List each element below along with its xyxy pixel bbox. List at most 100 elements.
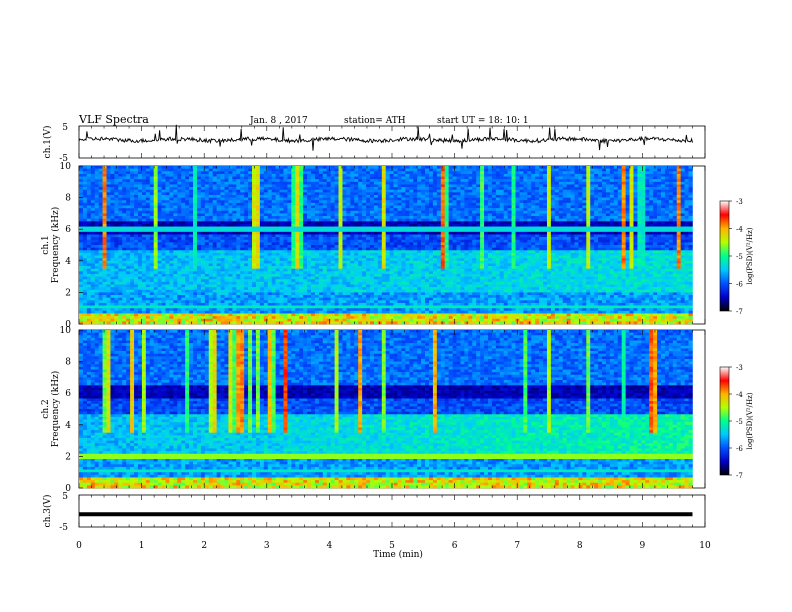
spectrogram-cell	[295, 279, 299, 282]
spectrogram-cell	[193, 258, 197, 261]
spectrogram-cell	[260, 263, 264, 266]
spectrogram-cell	[232, 292, 236, 295]
spectrogram-cell	[260, 290, 264, 293]
spectrogram-cell	[225, 221, 229, 224]
spectrogram-cell	[228, 290, 232, 293]
spectrogram-cell	[299, 313, 303, 316]
spectrogram-cell	[346, 298, 350, 301]
spectrogram-cell	[91, 219, 95, 222]
spectrogram-cell	[366, 224, 370, 227]
spectrogram-cell	[268, 298, 272, 301]
spectrogram-cell	[118, 271, 122, 274]
spectrogram-cell	[252, 274, 256, 277]
spectrogram-cell	[319, 266, 323, 269]
spectrogram-cell	[99, 213, 103, 216]
spectrogram-cell	[87, 300, 91, 303]
spectrogram-cell	[99, 229, 103, 232]
spectrogram-cell	[118, 253, 122, 256]
spectrogram-cell	[295, 182, 299, 185]
spectrogram-cell	[103, 182, 107, 185]
spectrogram-cell	[79, 234, 83, 237]
spectrogram-cell	[327, 234, 331, 237]
spectrogram-cell	[217, 250, 221, 253]
spectrogram-cell	[103, 250, 107, 253]
spectrogram-cell	[181, 203, 185, 206]
spectrogram-cell	[295, 211, 299, 214]
spectrogram-cell	[217, 263, 221, 266]
spectrogram-cell	[307, 269, 311, 272]
spectrogram-cell	[181, 308, 185, 311]
spectrogram-cell	[370, 206, 374, 209]
spectrogram-cell	[221, 279, 225, 282]
spectrogram-cell	[358, 250, 362, 253]
spectrogram-cell	[83, 216, 87, 219]
spectrogram-cell	[236, 308, 240, 311]
spectrogram-cell	[169, 303, 173, 306]
spectrogram-cell	[142, 203, 146, 206]
spectrogram-cell	[350, 184, 354, 187]
spectrogram-cell	[378, 190, 382, 193]
spectrogram-cell	[118, 248, 122, 251]
spectrogram-cell	[366, 316, 370, 319]
spectrogram-cell	[323, 242, 327, 245]
spectrogram-cell	[114, 192, 118, 195]
spectrogram-cell	[193, 295, 197, 298]
spectrogram-cell	[264, 253, 268, 256]
spectrogram-cell	[354, 290, 358, 293]
spectrogram-cell	[181, 219, 185, 222]
spectrogram-cell	[346, 300, 350, 303]
spectrogram-cell	[91, 303, 95, 306]
spectrogram-cell	[169, 274, 173, 277]
spectrogram-cell	[213, 266, 217, 269]
spectrogram-cell	[201, 306, 205, 309]
spectrogram-cell	[342, 263, 346, 266]
spectrogram-cell	[158, 303, 162, 306]
spectrogram-cell	[366, 237, 370, 240]
spectrogram-cell	[366, 303, 370, 306]
spectrogram-cell	[213, 190, 217, 193]
spectrogram-cell	[327, 274, 331, 277]
spectrogram-cell	[158, 203, 162, 206]
spectrogram-cell	[213, 179, 217, 182]
spectrogram-cell	[272, 300, 276, 303]
spectrogram-cell	[122, 211, 126, 214]
spectrogram-cell	[130, 174, 134, 177]
spectrogram-cell	[354, 208, 358, 211]
spectrogram-cell	[221, 306, 225, 309]
spectrogram-cell	[221, 234, 225, 237]
spectrogram-cell	[138, 313, 142, 316]
spectrogram-cell	[91, 295, 95, 298]
spectrogram-cell	[299, 274, 303, 277]
spectrogram-cell	[201, 256, 205, 259]
spectrogram-cell	[142, 266, 146, 269]
spectrogram-cell	[185, 290, 189, 293]
spectrogram-cell	[138, 308, 142, 311]
spectrogram-cell	[307, 319, 311, 322]
spectrogram-cell	[177, 316, 181, 319]
spectrogram-cell	[280, 227, 284, 230]
spectrogram-cell	[138, 300, 142, 303]
spectrogram-cell	[280, 221, 284, 224]
spectrogram-cell	[154, 184, 158, 187]
spectrogram-cell	[358, 279, 362, 282]
spectrogram-cell	[162, 208, 166, 211]
spectrogram-cell	[114, 195, 118, 198]
spectrogram-cell	[185, 200, 189, 203]
spectrogram-cell	[142, 298, 146, 301]
spectrogram-cell	[366, 266, 370, 269]
spectrogram-cell	[276, 182, 280, 185]
spectrogram-cell	[232, 169, 236, 172]
spectrogram-cell	[390, 227, 394, 230]
spectrogram-cell	[110, 308, 114, 311]
spectrogram-cell	[150, 277, 154, 280]
spectrogram-cell	[268, 206, 272, 209]
spectrogram-cell	[272, 303, 276, 306]
spectrogram-cell	[103, 224, 107, 227]
spectrogram-cell	[95, 169, 99, 172]
spectrogram-cell	[244, 208, 248, 211]
spectrogram-cell	[311, 250, 315, 253]
spectrogram-cell	[118, 274, 122, 277]
spectrogram-cell	[295, 292, 299, 295]
spectrogram-cell	[362, 182, 366, 185]
spectrogram-cell	[331, 179, 335, 182]
